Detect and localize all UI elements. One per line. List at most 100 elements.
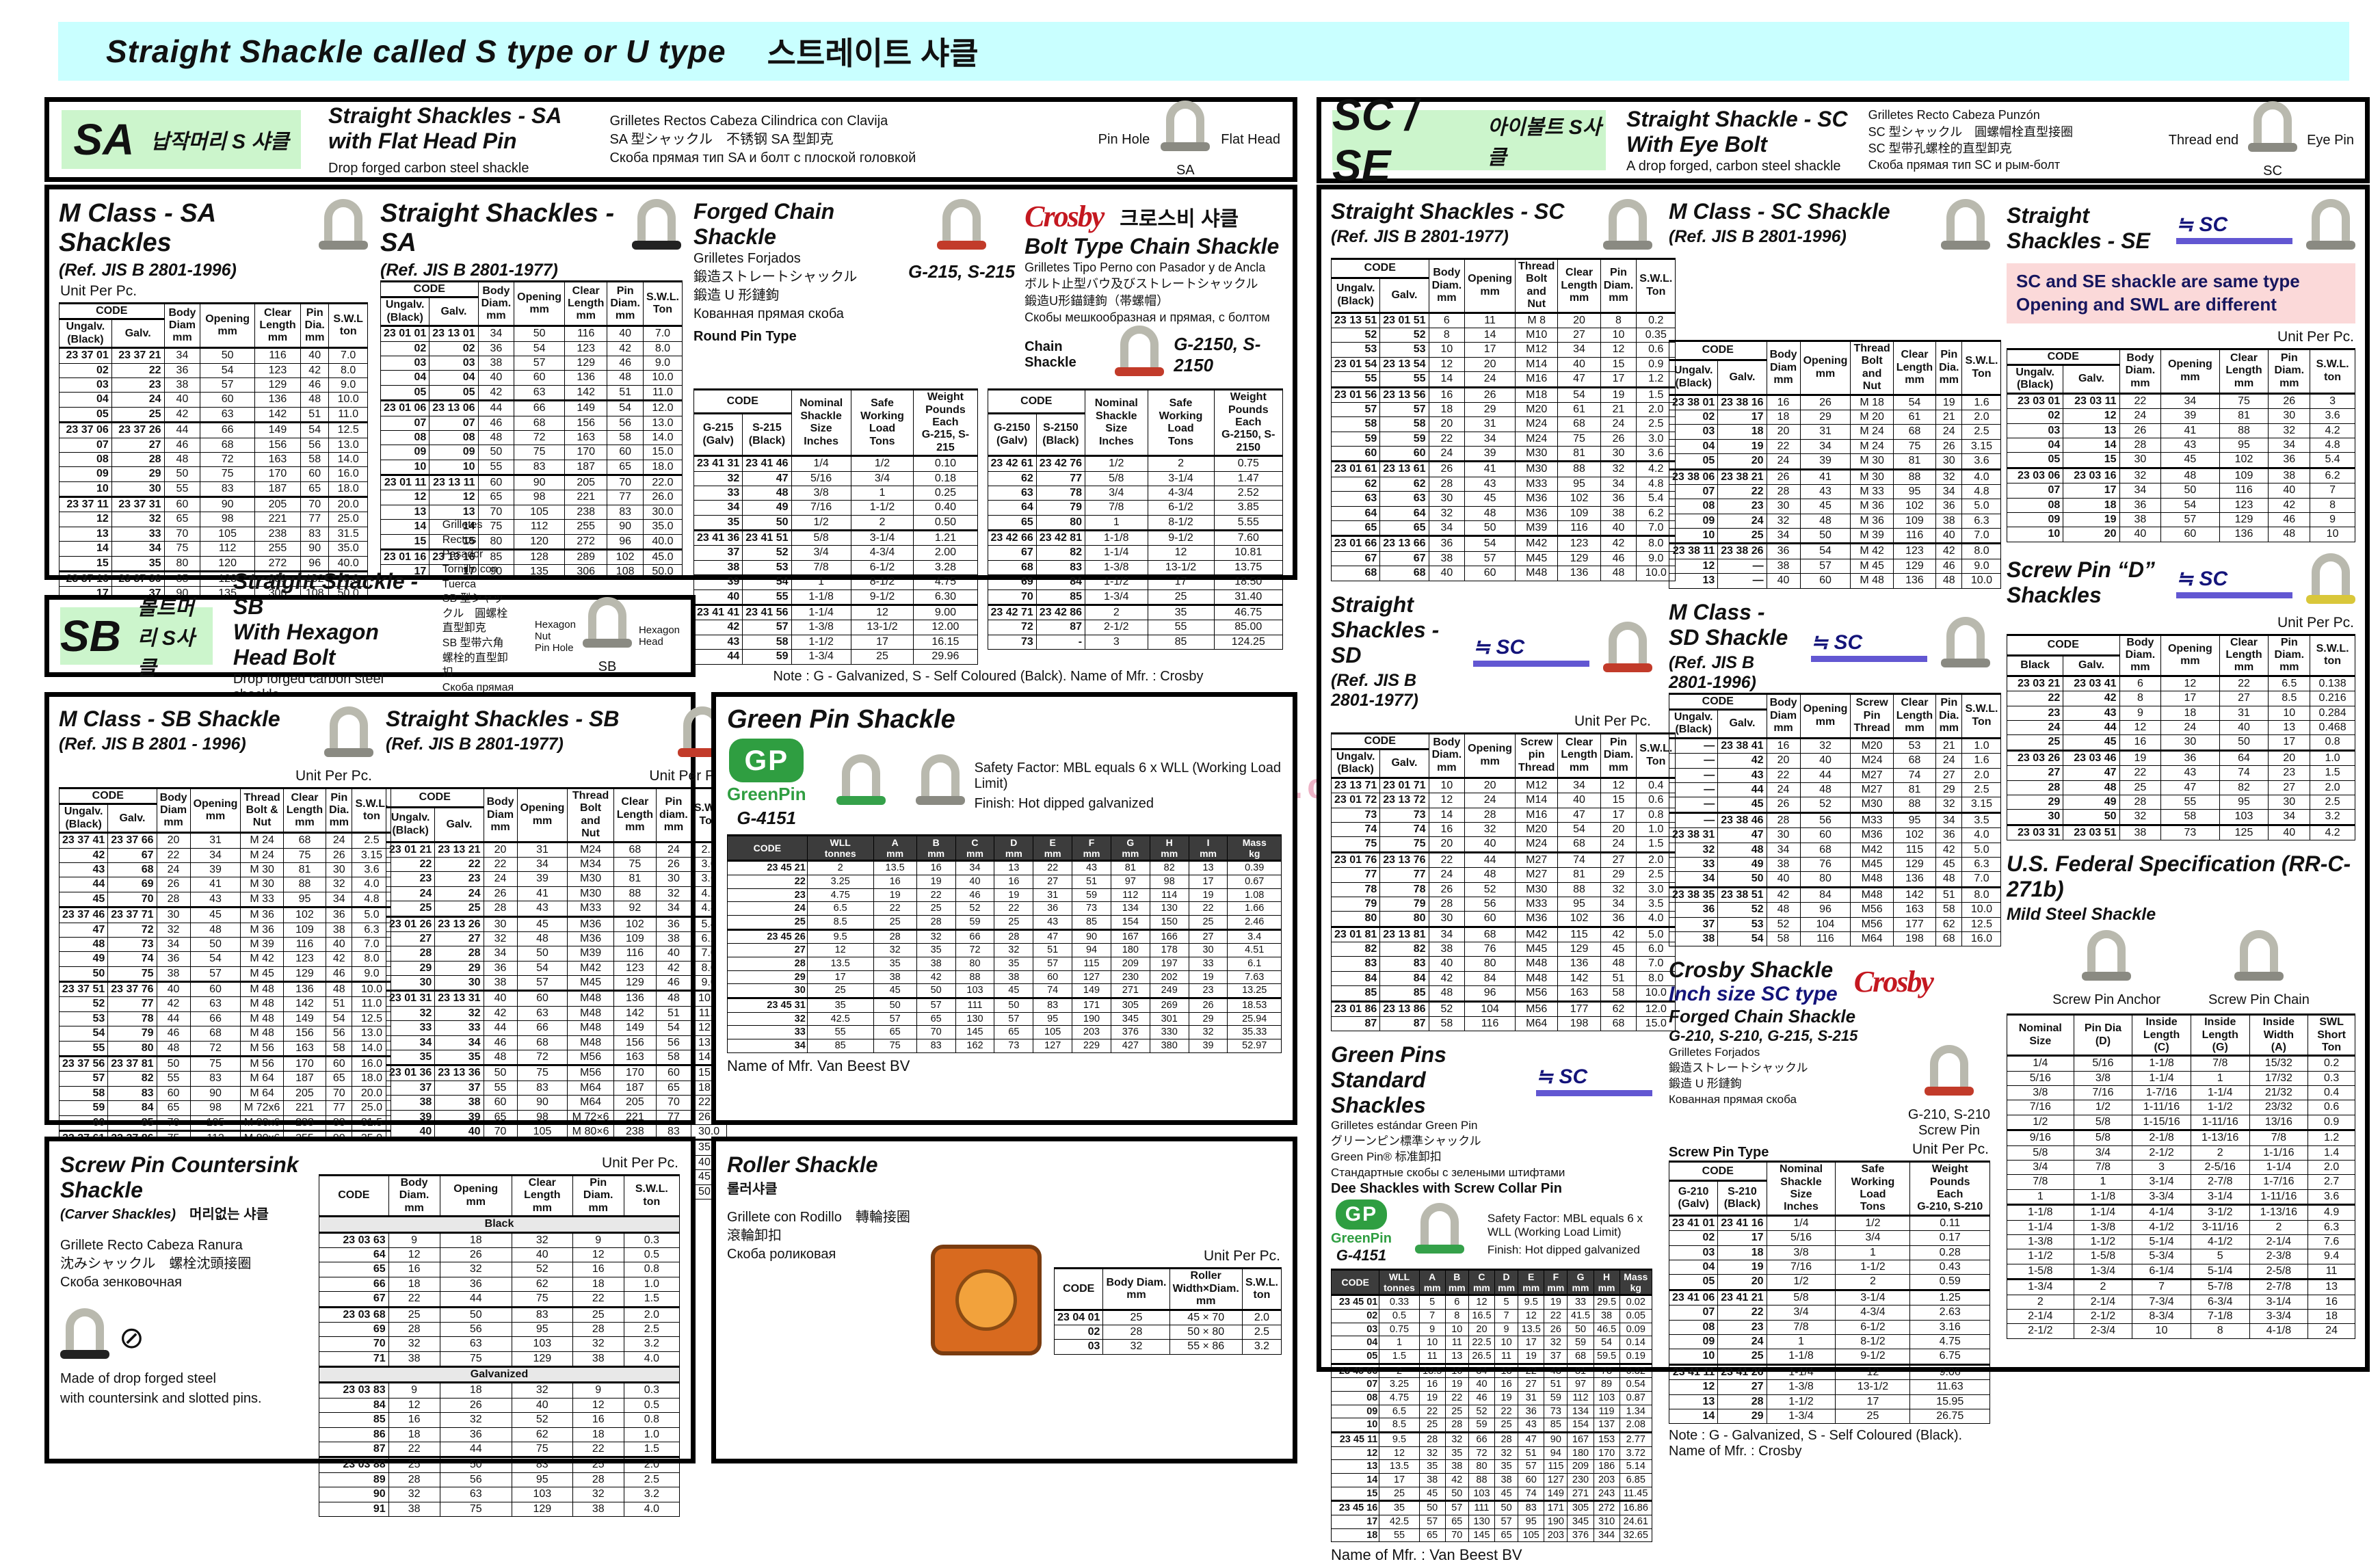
cell: 22 [388,1442,440,1458]
straight-sd-table: CODE Body Diam. mm Opening mm Screw pin Thr… [1330,732,1676,1032]
cell: 42 [656,960,691,977]
cell: 178 [1149,943,1189,957]
cell: 88 [1892,797,1937,813]
cell: 23 01 21 [385,841,436,858]
cell: 71 [319,1351,389,1368]
cell: 16 [873,874,917,889]
cell: 95 [1892,483,1937,500]
table-row: 1-3/8 1-1/2 5-1/4 4-1/2 2-1/4 7.6 [2007,1234,2355,1250]
cell: 23 37 81 [107,1055,157,1072]
cell: 3/8 [2007,1085,2074,1101]
table-row: 10 25 1-1/8 9-1/2 6.75 [1668,1349,1990,1365]
cell: 8.0 [1636,970,1676,987]
cell: 19 [994,888,1034,903]
cell: 1-7/16 [2132,1085,2191,1101]
cell: 83 [511,1305,573,1323]
m-class-sa-table: CODE Body Diam mm Opening mm Clear Length m… [59,302,368,602]
cell: 35 [1418,1459,1446,1474]
cell: 9 [572,1232,624,1248]
cell: 16 [572,1412,624,1428]
cell: 5-7/8 [2190,1278,2250,1295]
table-row: 91 38 75 129 38 4.0 [319,1501,680,1517]
cell: 72 [987,620,1037,635]
cell: 72 [189,1040,241,1057]
cell: 19 [1717,1260,1767,1275]
cell: 23 [1188,983,1228,998]
cell: 2 [1835,1274,1911,1290]
cell: 13.5 [1379,1459,1420,1474]
cell: 2.5 [1961,782,2002,798]
header-cell: Mass kg [1619,1269,1653,1297]
cell: 82 [1379,942,1429,957]
m-class-sa-photo [319,199,368,258]
cell: M 72x6 [240,1100,284,1116]
cell: 1-1/4 [1766,1363,1836,1381]
cell: 30 [2268,408,2311,424]
header-cell: Body Diam. mm [2119,347,2162,395]
table-row: 02 02 36 54 123 42 8.0 [380,341,683,356]
cell: 13 [1668,573,1719,589]
table-row: 38 53 7/8 6-1/2 3.28 [693,559,978,576]
cell: 22 [1717,483,1767,500]
header-cell: Body Diam mm [1766,340,1801,396]
cell: 19 [1544,1295,1568,1310]
cell: 50 [516,946,568,962]
cell: 149 [282,1011,327,1027]
cell: 38 [994,970,1034,985]
cell: 59 [58,1100,109,1116]
cell: 0.87 [1619,1391,1653,1405]
cell: 38 [1418,1473,1446,1487]
cell: 70 [1444,1528,1469,1543]
cell: 85 [806,1038,874,1053]
crosby-inch-logo: Crosby [1853,965,1934,999]
cell: 65 [1444,1515,1469,1529]
table-row: 66 18 36 62 18 1.0 [319,1276,680,1293]
cell: 102 [282,906,327,923]
cell: 2.52 [1213,485,1284,501]
cell: 19 [1935,394,1963,410]
cell: 60 [58,1115,109,1131]
cell: 10 [1600,327,1637,343]
cell: 88 [1557,460,1601,477]
cell: 128 [514,548,566,566]
table-row: 70 85 1-3/4 25 31.40 [987,589,1284,606]
cell: 177 [1892,916,1937,932]
table-row: 13 13 70 105 238 83 30.0 [380,504,683,520]
cell: 7/16 [2073,1085,2133,1101]
cell: 50 [2063,809,2120,825]
cell: 17 [429,564,479,580]
cell: 5.0 [1961,842,2002,858]
cell: 23 03 16 [2063,466,2120,484]
cell: 23 01 81 [1330,925,1381,943]
cell: 23 45 31 [727,996,808,1013]
header-cell: SWL Short Ton [2308,1013,2355,1057]
cell: 70 [156,1115,191,1131]
cell: 38 [1428,551,1466,567]
cell: 28 [483,901,518,917]
cell: 43 [1072,860,1111,875]
table-row: 08 28 48 72 163 58 14.0 [59,451,368,468]
cell: 5.55 [1213,514,1284,531]
cell: 9 [2310,512,2355,528]
header-cell: S-210 (Black) [1717,1180,1767,1217]
cell: 23 13 21 [434,841,484,858]
cell: 14 [1668,1408,1719,1424]
cell: 58 [656,1050,691,1066]
table-row: 52 77 42 63 M 48 142 51 11.0 [58,996,392,1012]
table-row: 27 47 22 43 74 23 1.5 [2006,765,2355,781]
cell: 58 [742,634,792,650]
cell: 27 [2219,691,2269,706]
header-cell: Body Diam. mm [1428,732,1466,779]
table-row: 14 17 38 42 88 38 60 127 230 203 6.85 [1330,1473,1653,1487]
crosby-inch-title: Crosby Shackle [1669,957,1834,983]
cell: 345 [1110,1011,1150,1026]
sa-alt-es: Grilletes Rectos Cabeza Cilindrica con C… [609,113,888,129]
sc-alt-cn: SC 型带孔螺栓的直型卸克 [1868,142,2012,155]
table-row: 55 55 14 24 M16 47 17 1.2 [1330,371,1676,388]
cell: 18.53 [1227,996,1282,1013]
cell: 12.0 [1636,1000,1676,1018]
cell: 25 [1188,914,1228,930]
cell: 57 [516,975,568,992]
cell: M12 [1515,777,1559,794]
cell: 2.08 [1619,1418,1653,1433]
